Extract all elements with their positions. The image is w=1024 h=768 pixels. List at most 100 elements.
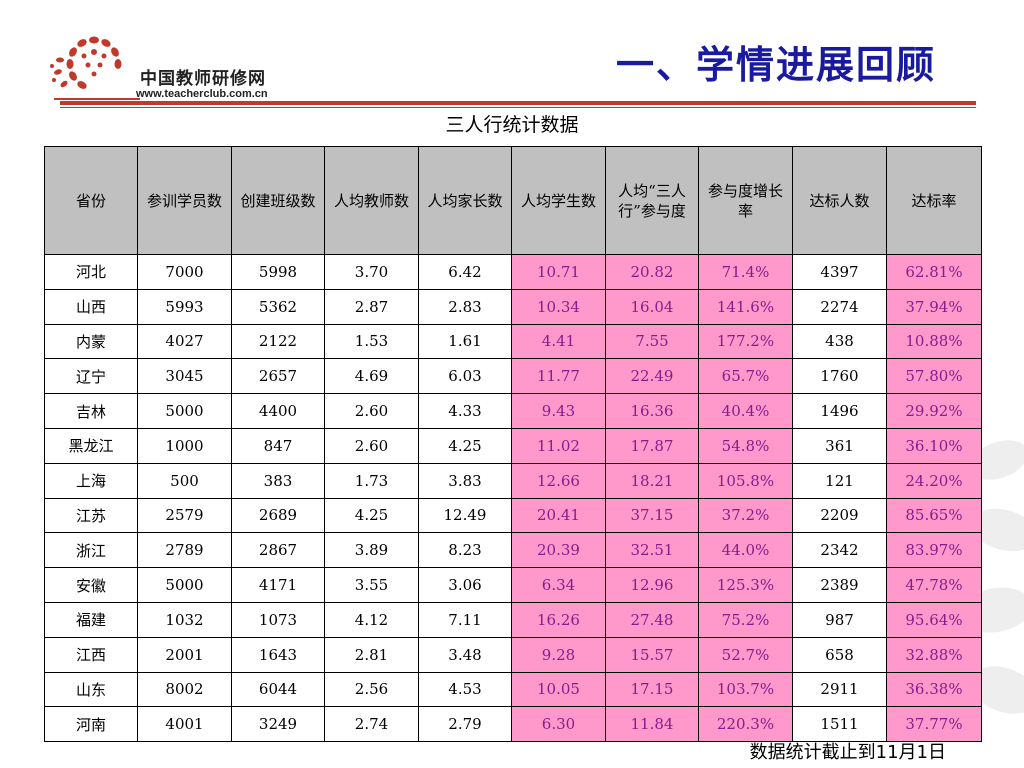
- table-row: 黑龙江 1000 847 2.60 4.25 11.02 17.87 54.8% 361 36.1…: [44, 427, 982, 464]
- title-rule: [60, 101, 976, 105]
- cell-participation-avg: 20.82: [605, 254, 699, 290]
- cell-qualified-count: 438: [792, 323, 887, 360]
- cell-qualified-rate: 37.77%: [886, 706, 982, 743]
- cell-growth-rate: 220.3%: [698, 706, 793, 743]
- table-row: 吉林 5000 4400 2.60 4.33 9.43 16.36 40.4% 1496 29.9…: [44, 393, 982, 429]
- cell-participation-avg: 32.51: [605, 532, 699, 569]
- cell-teachers-avg: 4.25: [324, 497, 419, 534]
- cell-growth-rate: 54.8%: [698, 427, 793, 464]
- cell-teachers-avg: 2.87: [324, 288, 419, 325]
- cell-students-avg: 4.41: [511, 323, 606, 360]
- table-row: 上海 500 383 1.73 3.83 12.66 18.21 105.8% 121 24.20…: [44, 462, 982, 499]
- cell-qualified-rate: 62.81%: [886, 254, 982, 290]
- column-header-teachers-avg: 人均教师数: [324, 146, 419, 255]
- cell-teachers-avg: 4.69: [324, 358, 419, 395]
- cell-qualified-count: 2911: [792, 671, 887, 708]
- cell-province: 河南: [44, 706, 138, 743]
- cell-qualified-count: 2389: [792, 567, 887, 603]
- cell-qualified-count: 987: [792, 601, 887, 638]
- cell-classes: 2122: [231, 323, 325, 360]
- cell-qualified-rate: 37.94%: [886, 288, 982, 325]
- cell-growth-rate: 65.7%: [698, 358, 793, 395]
- cell-qualified-rate: 57.80%: [886, 358, 982, 395]
- cell-students-avg: 6.34: [511, 567, 606, 603]
- cell-participation-avg: 7.55: [605, 323, 699, 360]
- cell-qualified-count: 121: [792, 462, 887, 499]
- cell-growth-rate: 44.0%: [698, 532, 793, 569]
- table-caption: 三人行统计数据: [445, 114, 579, 136]
- cell-growth-rate: 141.6%: [698, 288, 793, 325]
- cell-students-avg: 10.34: [511, 288, 606, 325]
- table-row: 浙江 2789 2867 3.89 8.23 20.39 32.51 44.0% 2342 83.…: [44, 532, 982, 569]
- footnote: 数据统计截止到11月1日: [749, 742, 946, 763]
- column-header-trainees: 参训学员数: [137, 146, 232, 255]
- cell-students-avg: 10.71: [511, 254, 606, 290]
- cell-qualified-count: 1760: [792, 358, 887, 395]
- cell-classes: 4400: [231, 393, 325, 429]
- column-header-growth-rate: 参与度增长率: [698, 146, 793, 255]
- table-row: 江苏 2579 2689 4.25 12.49 20.41 37.15 37.2% 2209 85…: [44, 497, 982, 534]
- cell-teachers-avg: 3.55: [324, 567, 419, 603]
- cell-teachers-avg: 1.73: [324, 462, 419, 499]
- table-row: 内蒙 4027 2122 1.53 1.61 4.41 7.55 177.2% 438 10.88…: [44, 323, 982, 360]
- cell-participation-avg: 17.15: [605, 671, 699, 708]
- cell-qualified-count: 2274: [792, 288, 887, 325]
- cell-qualified-rate: 24.20%: [886, 462, 982, 499]
- cell-province: 山西: [44, 288, 138, 325]
- cell-teachers-avg: 2.60: [324, 427, 419, 464]
- cell-parents-avg: 1.61: [418, 323, 512, 360]
- table-row: 河北 7000 5998 3.70 6.42 10.71 20.82 71.4% 4397 62.…: [44, 254, 982, 290]
- cell-participation-avg: 37.15: [605, 497, 699, 534]
- cell-province: 内蒙: [44, 323, 138, 360]
- cell-participation-avg: 18.21: [605, 462, 699, 499]
- column-header-qualified-rate: 达标率: [886, 146, 982, 255]
- logo-emblem-icon: [50, 36, 140, 100]
- page-title: 一、学情进展回顾: [615, 43, 936, 87]
- logo-name: 中国教师研修网: [140, 69, 266, 89]
- column-header-parents-avg: 人均家长数: [418, 146, 512, 255]
- cell-participation-avg: 12.96: [605, 567, 699, 603]
- cell-qualified-count: 4397: [792, 254, 887, 290]
- cell-students-avg: 11.77: [511, 358, 606, 395]
- cell-trainees: 7000: [137, 254, 232, 290]
- cell-province: 江苏: [44, 497, 138, 534]
- cell-parents-avg: 3.06: [418, 567, 512, 603]
- cell-classes: 1073: [231, 601, 325, 638]
- cell-students-avg: 11.02: [511, 427, 606, 464]
- cell-trainees: 4001: [137, 706, 232, 743]
- cell-growth-rate: 71.4%: [698, 254, 793, 290]
- cell-province: 安徽: [44, 567, 138, 603]
- cell-trainees: 4027: [137, 323, 232, 360]
- cell-growth-rate: 125.3%: [698, 567, 793, 603]
- cell-trainees: 1000: [137, 427, 232, 464]
- cell-trainees: 500: [137, 462, 232, 499]
- cell-parents-avg: 3.83: [418, 462, 512, 499]
- cell-classes: 2867: [231, 532, 325, 569]
- cell-teachers-avg: 3.89: [324, 532, 419, 569]
- cell-trainees: 2579: [137, 497, 232, 534]
- cell-trainees: 2789: [137, 532, 232, 569]
- cell-province: 江西: [44, 636, 138, 673]
- cell-growth-rate: 103.7%: [698, 671, 793, 708]
- cell-students-avg: 20.41: [511, 497, 606, 534]
- cell-parents-avg: 4.53: [418, 671, 512, 708]
- cell-growth-rate: 177.2%: [698, 323, 793, 360]
- cell-qualified-count: 1511: [792, 706, 887, 743]
- table-row: 山西 5993 5362 2.87 2.83 10.34 16.04 141.6% 2274 37…: [44, 288, 982, 325]
- teacherclub-logo: 中国教师研修网 www.teacherclub.com.cn: [48, 32, 298, 104]
- cell-parents-avg: 8.23: [418, 532, 512, 569]
- cell-province: 吉林: [44, 393, 138, 429]
- cell-classes: 4171: [231, 567, 325, 603]
- cell-qualified-count: 361: [792, 427, 887, 464]
- cell-teachers-avg: 2.60: [324, 393, 419, 429]
- cell-participation-avg: 11.84: [605, 706, 699, 743]
- cell-participation-avg: 15.57: [605, 636, 699, 673]
- cell-growth-rate: 40.4%: [698, 393, 793, 429]
- column-header-participation-avg: 人均“三人行”参与度: [605, 146, 699, 255]
- cell-participation-avg: 17.87: [605, 427, 699, 464]
- cell-classes: 6044: [231, 671, 325, 708]
- cell-province: 黑龙江: [44, 427, 138, 464]
- cell-qualified-rate: 47.78%: [886, 567, 982, 603]
- cell-trainees: 2001: [137, 636, 232, 673]
- cell-classes: 847: [231, 427, 325, 464]
